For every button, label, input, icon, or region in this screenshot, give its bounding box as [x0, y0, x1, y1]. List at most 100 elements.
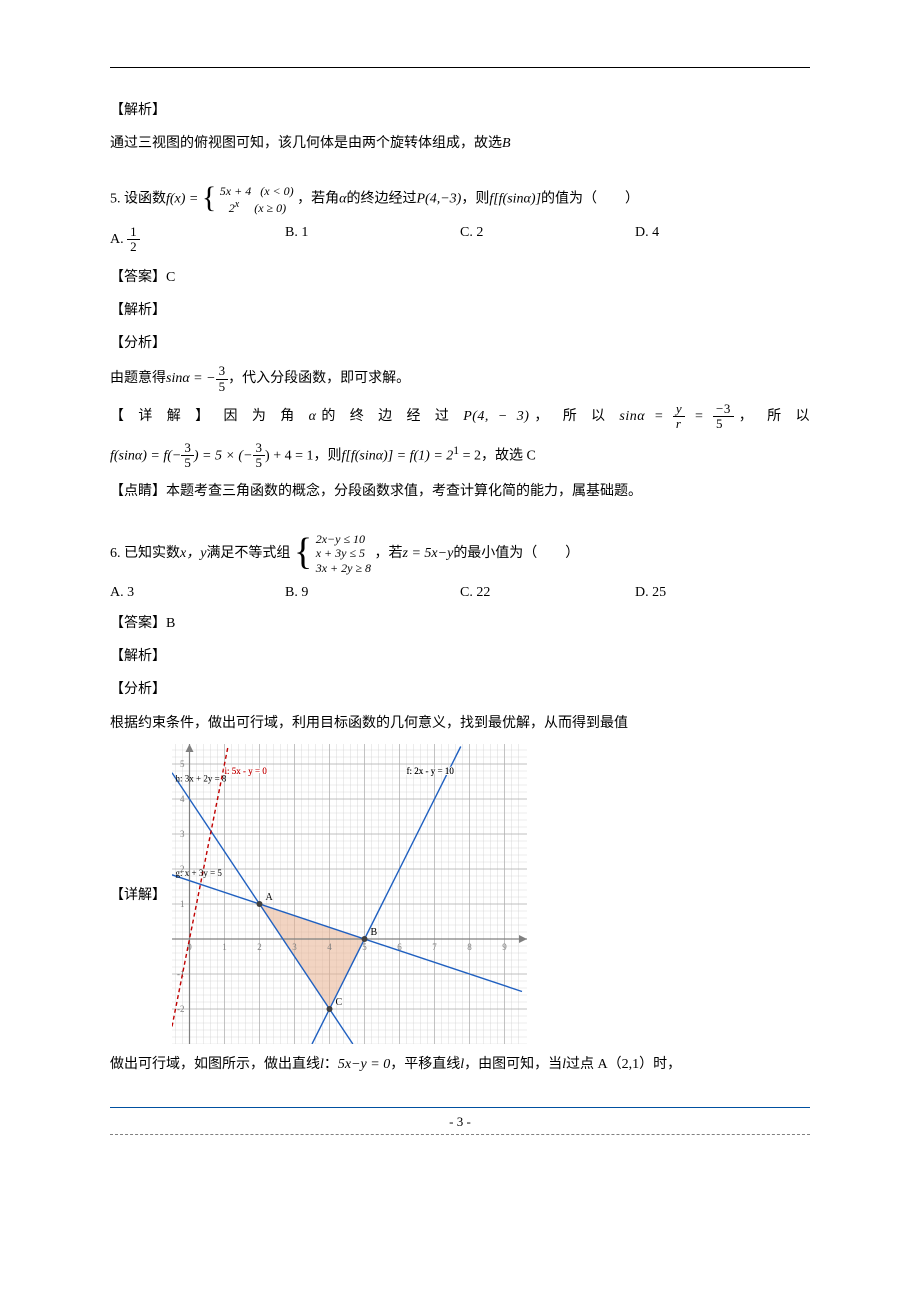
q5-pw-1b: (x < 0) — [260, 184, 293, 198]
q5-xj-eq: = — [685, 409, 713, 424]
footer: - 3 - — [110, 1107, 810, 1135]
q6-lc: ： — [324, 1057, 338, 1072]
q6-xiangjie-label: 【详解】 — [110, 884, 166, 904]
q5-alpha: α — [339, 192, 346, 207]
q6-daan: 【答案】B — [110, 611, 810, 636]
q5-options: A. 12 B. 1 C. 2 D. 4 — [110, 225, 810, 255]
q6-eq: 5x−y = 0 — [338, 1057, 390, 1072]
q6-c3: 3x + 2y ≥ 8 — [316, 561, 371, 575]
svg-text:9: 9 — [502, 942, 507, 952]
q5-dianjing: 【点睛】本题考查三角函数的概念，分段函数求值，考查计算化简的能力，属基础题。 — [110, 479, 810, 504]
q5-l2-frac2: 35 — [253, 441, 266, 471]
q5-l2a: f(sinα) = f(− — [110, 448, 181, 463]
q6-c2: x + 3y ≤ 5 — [316, 546, 371, 560]
q5-l2d: f[f(sinα)] = f(1) = 2 — [341, 448, 453, 463]
svg-text:f: 2x - y = 10: f: 2x - y = 10 — [407, 766, 455, 776]
q5-stem-end: 的值为（ ） — [541, 192, 639, 207]
q5-optB: B. 1 — [285, 225, 460, 255]
q5-xiangjie-line1: 【 详 解 】 因 为 角 α的 终 边 经 过 P(4, − 3)， 所 以 … — [110, 402, 810, 432]
q6-graph-row: 【详解】 0123456789-2-112345i: 5x - y = 0i: … — [110, 744, 810, 1044]
svg-text:4: 4 — [180, 794, 185, 804]
q6-bt3: ，由图可知，当 — [464, 1057, 562, 1072]
svg-text:8: 8 — [467, 942, 472, 952]
q5-xj-3: ， 所 以 — [529, 409, 619, 424]
prev-jiexi-text: 通过三视图的俯视图可知，该几何体是由两个旋转体组成，故选B — [110, 131, 810, 156]
svg-text:7: 7 — [432, 942, 437, 952]
q5-jiexi: 【解析】 — [110, 298, 810, 323]
q5-l2c: ) + 4 = 1，则 — [265, 448, 341, 463]
q5-xiangjie-line2: f(sinα) = f(−35) = 5 × (−35) + 4 = 1，则f[… — [110, 440, 810, 471]
q5-piecewise: 5x + 4 (x < 0) 2x (x ≥ 0) — [220, 184, 294, 215]
q5-fenxi-t2: ，代入分段函数，即可求解。 — [228, 371, 410, 386]
q6-fenxi-text: 根据约束条件，做出可行域，利用目标函数的几何意义，找到最优解，从而得到最值 — [110, 711, 810, 736]
svg-text:B: B — [371, 927, 378, 938]
q5-optC: C. 2 — [460, 225, 635, 255]
q5-xj-1: 【 详 解 】 因 为 角 — [110, 409, 309, 424]
q5-fenxi-text: 由题意得sinα = −35，代入分段函数，即可求解。 — [110, 364, 810, 394]
q6-stem-prefix: 6. 已知实数 — [110, 546, 180, 561]
svg-text:-2: -2 — [177, 1004, 185, 1014]
page-number: - 3 - — [110, 1108, 810, 1130]
q5-fx: f(x) = — [166, 192, 202, 207]
svg-text:3: 3 — [292, 942, 297, 952]
q5-pw-2a-sup: x — [235, 199, 239, 210]
q5-l2-frac1: 35 — [181, 441, 194, 471]
q5-pw-1a: 5x + 4 — [220, 184, 251, 198]
q5-optA-frac: 12 — [127, 225, 140, 255]
q6-z: z = 5x−y — [403, 546, 454, 561]
q6-jiexi: 【解析】 — [110, 644, 810, 669]
q5-optA-label: A. — [110, 232, 127, 247]
q6-constraints: 2x−y ≤ 10 x + 3y ≤ 5 3x + 2y ≥ 8 — [316, 532, 371, 575]
q5-ze: ，则 — [461, 192, 489, 207]
q5-xj-2: 的 终 边 经 过 — [316, 409, 463, 424]
svg-text:i: 5x - y = 0: i: 5x - y = 0 — [225, 766, 268, 776]
q6-optA: A. 3 — [110, 585, 285, 601]
q5-stem-prefix: 5. 设函数 — [110, 192, 166, 207]
q6-stem-end: 的最小值为（ ） — [453, 546, 579, 561]
svg-text:5: 5 — [180, 759, 185, 769]
svg-text:C: C — [336, 997, 343, 1008]
q5-stem-mid: ，若角 — [297, 192, 339, 207]
svg-text:g: x + 3y = 5: g: x + 3y = 5 — [176, 868, 223, 878]
top-rule — [110, 67, 810, 68]
q6-stem-mid: 满足不等式组 — [206, 546, 290, 561]
q5-xj-sina: sinα = — [619, 409, 673, 424]
q5-ffsina: f[f(sinα)] — [489, 192, 541, 207]
q5-pw-2b: (x ≥ 0) — [254, 201, 286, 215]
svg-text:4: 4 — [327, 942, 332, 952]
prev-answer-letter: B — [502, 136, 511, 151]
q6-options: A. 3 B. 9 C. 22 D. 25 — [110, 585, 810, 601]
q5-daan: 【答案】C — [110, 265, 810, 290]
q6-bt2: ，平移直线 — [390, 1057, 460, 1072]
q5-optD: D. 4 — [635, 225, 810, 255]
q6-c1: 2x−y ≤ 10 — [316, 532, 371, 546]
q6-bottom: 做出可行域，如图所示，做出直线l：5x−y = 0，平移直线l，由图可知，当l过… — [110, 1052, 810, 1077]
footer-dashed — [110, 1134, 810, 1135]
prev-jiexi-heading: 【解析】 — [110, 98, 810, 123]
svg-text:1: 1 — [180, 899, 185, 909]
q6-xy: x，y — [180, 546, 206, 561]
q5-xj-frac-35: −35 — [713, 402, 734, 432]
prev-jiexi-body: 通过三视图的俯视图可知，该几何体是由两个旋转体组成，故选 — [110, 136, 502, 151]
q6-stem: 6. 已知实数x，y满足不等式组 { 2x−y ≤ 10 x + 3y ≤ 5 … — [110, 532, 810, 575]
svg-text:h: 3x + 2y = 8: h: 3x + 2y = 8 — [176, 773, 227, 783]
q5-frac-35: 35 — [216, 364, 229, 394]
q5-xj-4: ， 所 以 — [734, 409, 810, 424]
svg-text:A: A — [266, 892, 274, 903]
q5-fenxi-t1: 由题意得 — [110, 371, 166, 386]
q6-bt4: 过点 A（2,1）时， — [566, 1057, 681, 1072]
q5-fenxi: 【分析】 — [110, 331, 810, 356]
q6-stem-suffix: ，若 — [375, 546, 403, 561]
q5-point: P(4,−3) — [417, 192, 462, 207]
q5-sina-eq: sinα = − — [166, 371, 216, 386]
svg-text:1: 1 — [222, 942, 227, 952]
q5-l2e: = 2，故选 C — [459, 448, 536, 463]
q6-optB: B. 9 — [285, 585, 460, 601]
q5-l2b: ) = 5 × (− — [194, 448, 253, 463]
svg-text:3: 3 — [180, 829, 185, 839]
q6-bt1: 做出可行域，如图所示，做出直线 — [110, 1057, 320, 1072]
q5-optA: A. 12 — [110, 225, 285, 255]
q5-xj-P: P(4, − 3) — [463, 409, 529, 424]
q5-stem-suffix: 的终边经过 — [347, 192, 417, 207]
q6-optD: D. 25 — [635, 585, 810, 601]
